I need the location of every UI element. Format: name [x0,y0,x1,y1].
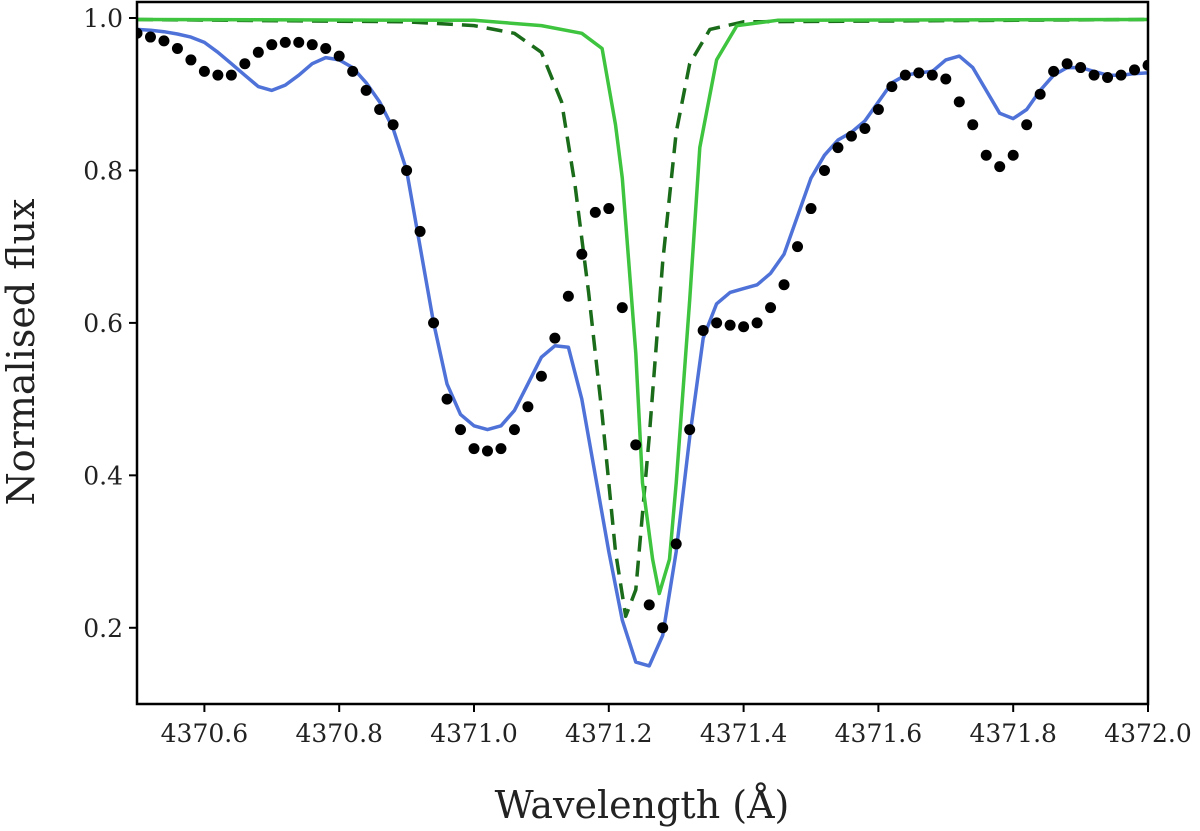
data-point [926,69,938,81]
line-series [137,27,1148,668]
data-point [562,290,574,302]
data-point [239,58,251,70]
data-point [198,65,210,77]
data-point [171,42,183,54]
data-point [1021,119,1033,131]
data-point [711,317,723,329]
data-point [805,203,817,215]
data-point [293,36,305,48]
data-point [616,302,628,314]
plot-area [137,17,1148,668]
y-tick-label: 0.4 [83,461,123,490]
y-axis-label: Normalised flux [0,199,43,506]
data-point [374,103,386,115]
data-point [913,67,925,79]
data-point [872,103,884,115]
data-point [333,50,345,62]
y-tick-label: 1.0 [83,4,123,33]
x-tick-label: 4371.4 [700,719,787,748]
data-point [684,424,696,436]
data-point [1142,59,1148,71]
data-point [724,319,736,331]
data-point [643,599,655,611]
y-tick-label: 0.6 [83,309,123,338]
data-point [576,248,588,260]
data-point [603,203,615,215]
x-tick-label: 4371.0 [430,719,517,748]
data-point [360,84,372,96]
plot-frame [135,0,1150,706]
x-tick-label: 4370.6 [161,719,248,748]
data-point [212,69,224,81]
data-point [1007,149,1019,161]
data-point [778,279,790,291]
data-point [225,69,237,81]
line-series [137,17,1148,619]
data-point [630,439,642,451]
data-point [994,161,1006,173]
data-point [468,443,480,455]
x-tick-label: 4371.8 [969,719,1056,748]
data-point [845,130,857,142]
data-point [792,241,804,253]
data-point [980,149,992,161]
data-point [1048,65,1060,77]
data-point [697,325,709,337]
data-point [1115,69,1127,81]
x-axis-label: Wavelength (Å) [495,783,790,827]
data-point [940,73,952,85]
data-point [481,445,493,457]
data-point [158,35,170,47]
x-tick-label: 4372.0 [1104,719,1191,748]
data-point [508,424,520,436]
data-point [670,538,682,550]
data-point [953,96,965,108]
data-point [751,317,763,329]
data-point [738,321,750,333]
data-point [455,424,467,436]
data-point [859,123,871,135]
data-point [967,119,979,131]
data-point [428,317,440,329]
data-point [1129,64,1141,76]
data-point [886,81,898,93]
data-point [765,302,777,314]
data-point [1034,88,1046,100]
x-tick-label: 4371.6 [835,719,922,748]
line-series [137,17,1148,596]
x-tick-label: 4370.8 [295,719,382,748]
x-tick-label: 4371.2 [565,719,652,748]
data-point [1088,69,1100,81]
data-point [495,443,507,455]
data-point [144,31,156,43]
data-point [252,46,264,58]
data-point [1102,71,1114,83]
data-point [414,225,426,237]
data-point [832,142,844,154]
data-point [185,54,197,66]
data-point [535,370,547,382]
y-tick-label: 0.8 [83,156,123,185]
data-point [306,39,318,51]
data-point [657,622,669,634]
data-point [441,393,453,405]
data-point [1075,62,1087,74]
data-point [137,27,143,39]
data-point [522,401,534,413]
data-point [1061,58,1073,70]
y-tick-label: 0.2 [83,614,123,643]
data-point [899,69,911,81]
data-point [320,42,332,54]
data-point [266,39,278,51]
data-point [387,119,399,131]
data-point [401,164,413,176]
data-point [589,206,601,218]
data-point [347,65,359,77]
data-point [818,164,830,176]
data-point [549,332,561,344]
data-point [279,36,291,48]
